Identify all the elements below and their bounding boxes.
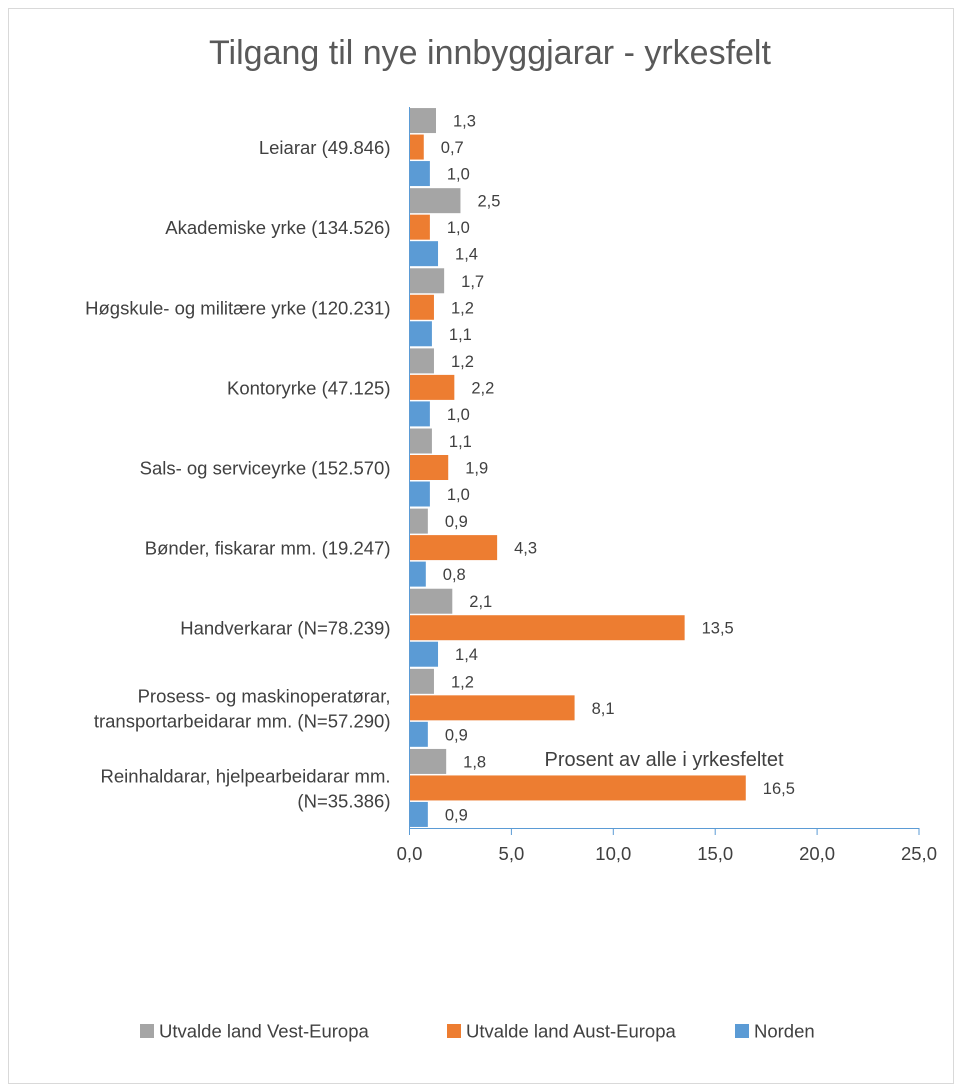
bar bbox=[410, 241, 439, 267]
bar bbox=[410, 748, 447, 774]
bar bbox=[410, 294, 434, 320]
bar bbox=[410, 401, 430, 427]
data-label: 2,1 bbox=[469, 593, 492, 611]
data-label: 0,7 bbox=[441, 139, 464, 157]
legend-swatch bbox=[735, 1024, 749, 1038]
data-label: 16,5 bbox=[763, 780, 795, 798]
category-label: Prosess- og maskinoperatørar, bbox=[138, 685, 391, 706]
bar bbox=[410, 615, 685, 641]
category-label: Leiarar (49.846) bbox=[259, 137, 391, 158]
data-label: 8,1 bbox=[592, 700, 615, 718]
category-label: Sals- og serviceyrke (152.570) bbox=[140, 458, 391, 479]
category-label: Kontoryrke (47.125) bbox=[227, 377, 391, 398]
data-label: 1,2 bbox=[451, 299, 474, 317]
data-label: 1,7 bbox=[461, 273, 484, 291]
bar bbox=[410, 801, 428, 827]
bar bbox=[410, 535, 498, 561]
bar bbox=[410, 588, 453, 614]
category-label: Handverkarar (N=78.239) bbox=[180, 618, 390, 639]
category-label: transportarbeidarar mm. (N=57.290) bbox=[94, 710, 391, 731]
bar bbox=[410, 455, 449, 480]
x-tick-label: 15,0 bbox=[697, 843, 733, 864]
x-axis-title: Prosent av alle i yrkesfeltet bbox=[545, 749, 784, 771]
data-label: 0,9 bbox=[445, 513, 468, 531]
data-label: 0,9 bbox=[445, 806, 468, 824]
bars-layer: 1,30,71,02,51,01,41,71,21,11,22,21,01,11… bbox=[410, 108, 795, 827]
bar bbox=[410, 508, 428, 534]
data-label: 1,8 bbox=[463, 753, 486, 771]
axis-layer: Leiarar (49.846) Akademiske yrke (134.526… bbox=[85, 107, 937, 864]
data-label: 1,2 bbox=[451, 353, 474, 371]
legend-swatch bbox=[447, 1024, 461, 1038]
x-tick-label: 10,0 bbox=[595, 843, 631, 864]
bar bbox=[410, 641, 439, 667]
bar bbox=[410, 214, 430, 240]
data-label: 13,5 bbox=[702, 620, 734, 638]
bar bbox=[410, 348, 434, 374]
bar bbox=[410, 161, 430, 187]
x-tick-label: 0,0 bbox=[397, 843, 423, 864]
bar bbox=[410, 428, 432, 454]
data-label: 1,9 bbox=[465, 460, 488, 478]
bar bbox=[410, 561, 426, 587]
data-label: 4,3 bbox=[514, 540, 537, 558]
data-label: 1,2 bbox=[451, 673, 474, 691]
category-label: Bønder, fiskarar mm. (19.247) bbox=[145, 538, 391, 559]
bar bbox=[410, 188, 461, 214]
category-label: Akademiske yrke (134.526) bbox=[165, 217, 390, 238]
data-label: 0,8 bbox=[443, 566, 466, 584]
data-label: 0,9 bbox=[445, 726, 468, 744]
data-label: 1,0 bbox=[447, 486, 470, 504]
bar bbox=[410, 775, 746, 801]
x-tick-label: 25,0 bbox=[901, 843, 937, 864]
data-label: 2,5 bbox=[477, 193, 500, 211]
bar bbox=[410, 268, 445, 294]
data-label: 1,1 bbox=[449, 433, 472, 451]
category-label: (N=35.386) bbox=[297, 790, 390, 811]
legend-label: Norden bbox=[754, 1021, 815, 1042]
data-label: 1,0 bbox=[447, 406, 470, 424]
legend-label: Utvalde land Vest-Europa bbox=[159, 1021, 370, 1042]
bar bbox=[410, 108, 436, 134]
legend: Utvalde land Vest-Europa Utvalde land Aus… bbox=[140, 1021, 815, 1042]
data-label: 1,0 bbox=[447, 166, 470, 184]
category-label: Reinhaldarar, hjelpearbeidarar mm. bbox=[101, 765, 391, 786]
legend-label: Utvalde land Aust-Europa bbox=[466, 1021, 677, 1042]
bar bbox=[410, 481, 430, 507]
data-label: 1,4 bbox=[455, 646, 478, 664]
bar bbox=[410, 321, 432, 347]
data-label: 1,1 bbox=[449, 326, 472, 344]
bar bbox=[410, 695, 575, 721]
x-tick-label: 20,0 bbox=[799, 843, 835, 864]
bar bbox=[410, 374, 455, 400]
data-label: 2,2 bbox=[471, 379, 494, 397]
x-tick-label: 5,0 bbox=[499, 843, 525, 864]
bar bbox=[410, 721, 428, 747]
bar bbox=[410, 668, 434, 694]
chart-title: Tilgang til nye innbyggjarar - yrkesfelt bbox=[209, 34, 771, 72]
data-label: 1,4 bbox=[455, 246, 478, 264]
data-label: 1,0 bbox=[447, 219, 470, 237]
data-label: 1,3 bbox=[453, 113, 476, 131]
bar bbox=[410, 134, 424, 160]
legend-swatch bbox=[140, 1024, 154, 1038]
category-label: Høgskule- og militære yrke (120.231) bbox=[85, 297, 390, 318]
